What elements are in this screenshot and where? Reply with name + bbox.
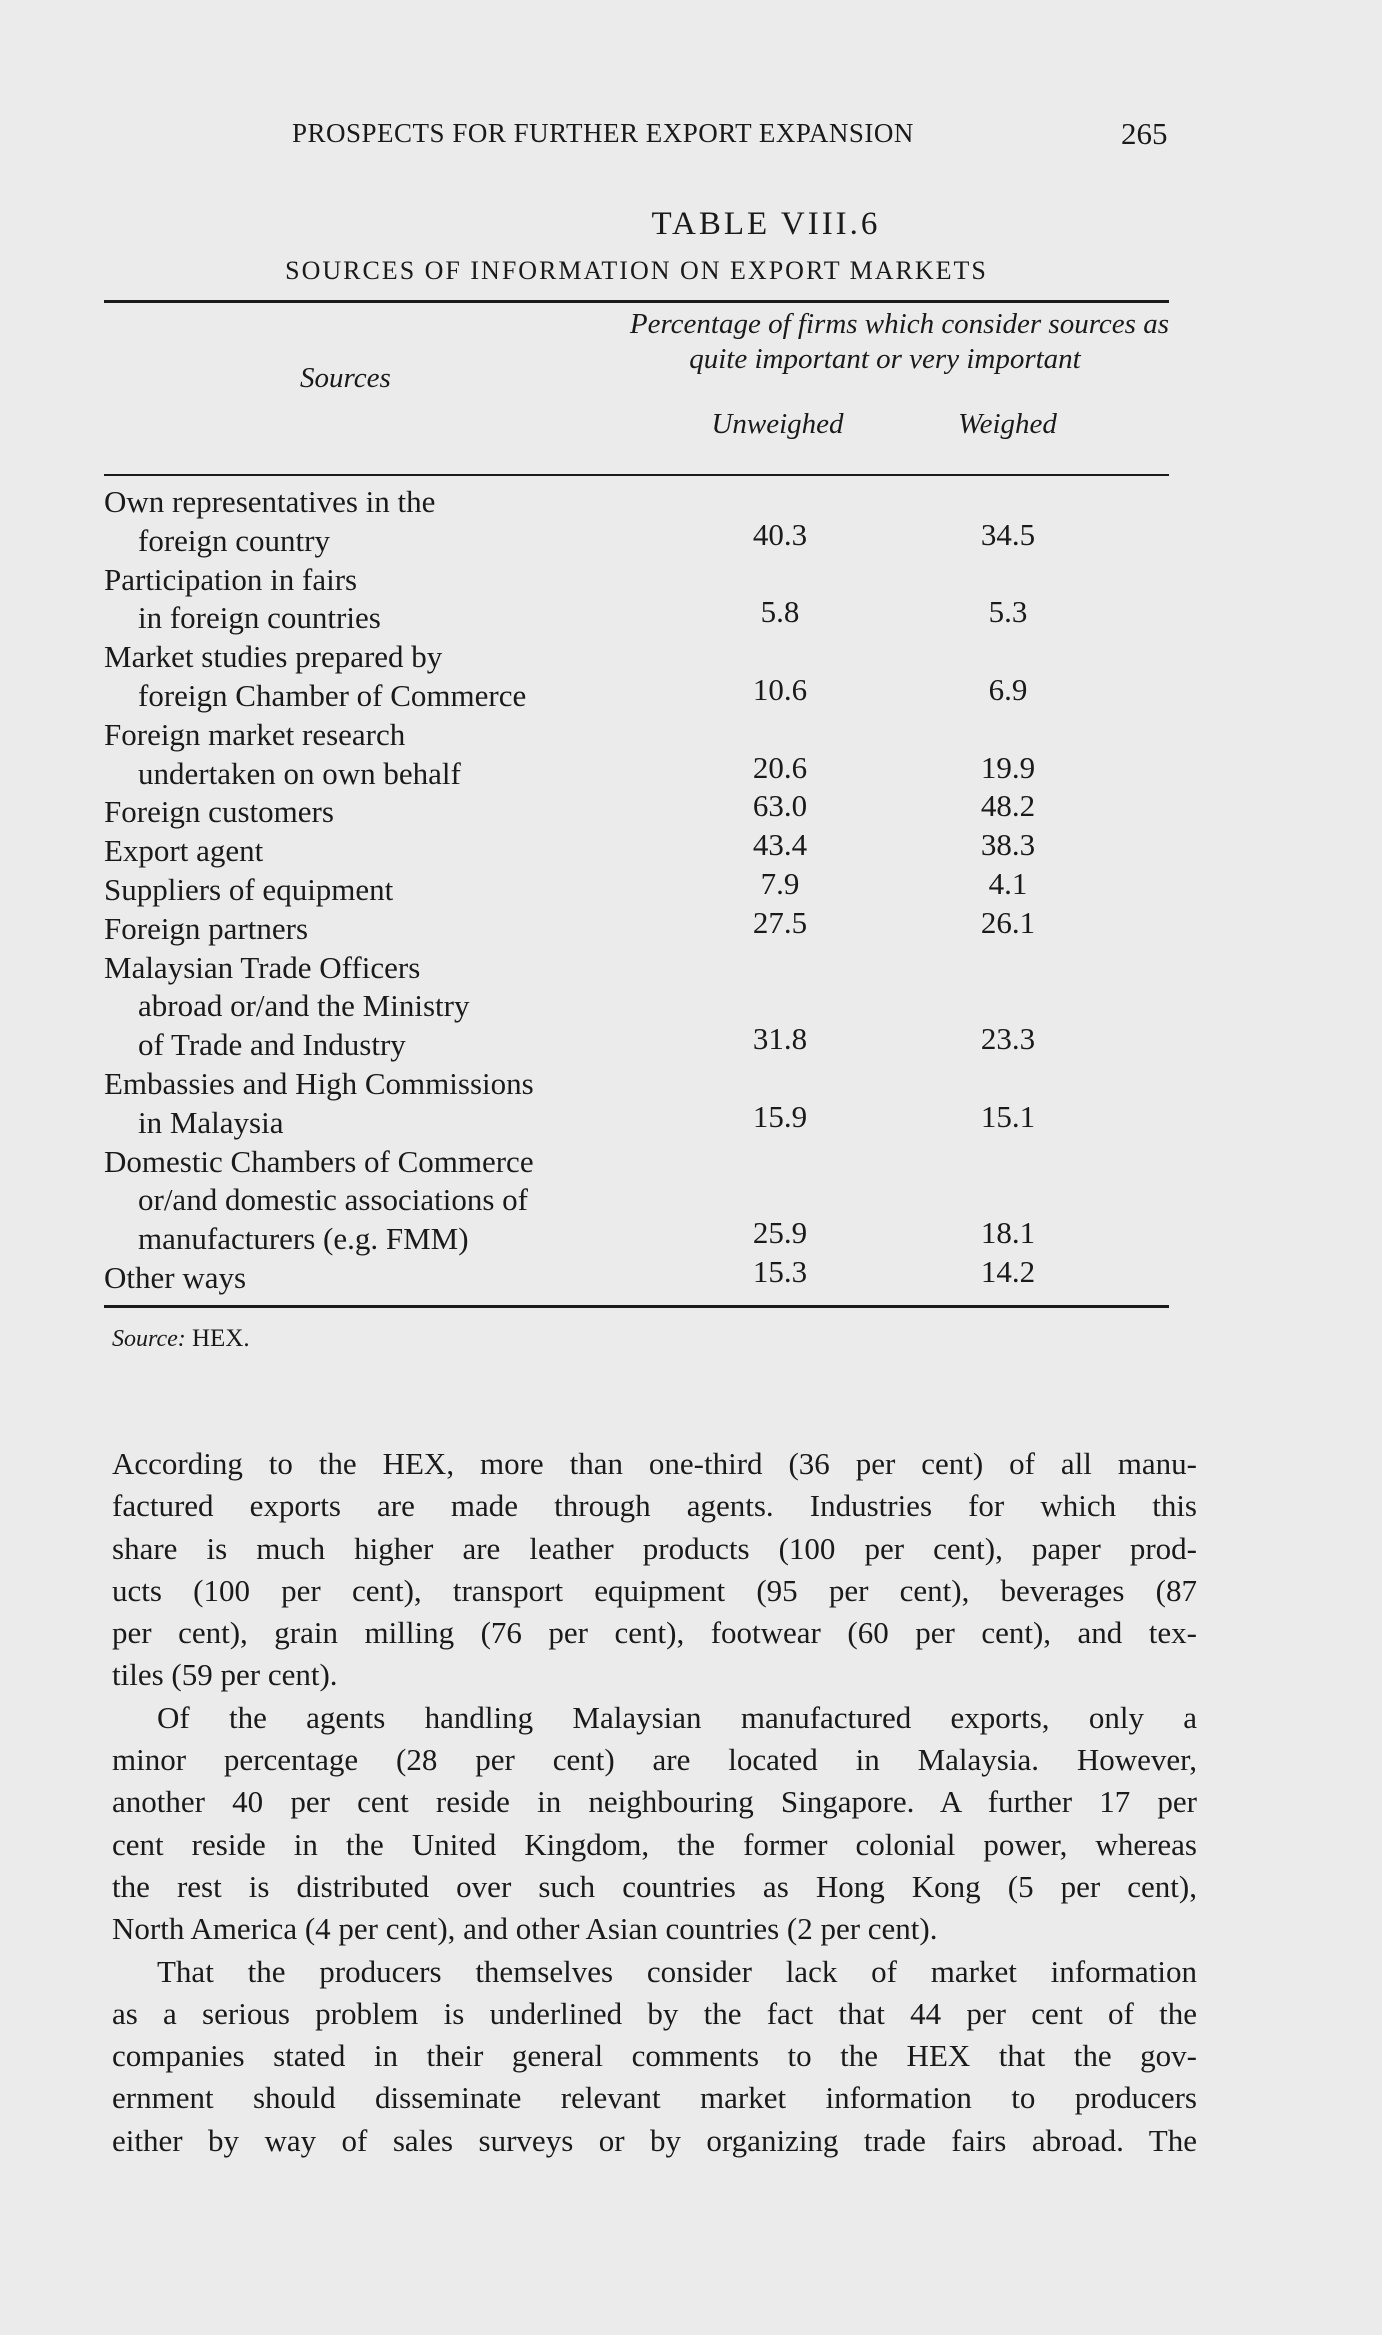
row-label-line: Malaysian Trade Officers bbox=[104, 949, 421, 985]
paragraph-line: as a serious problem is underlined by th… bbox=[112, 1995, 1197, 2031]
paragraph-line: another 40 per cent reside in neighbouri… bbox=[112, 1784, 1197, 1820]
cell-weighed: 38.3 bbox=[980, 827, 1036, 863]
row-label-line: Export agent bbox=[104, 833, 264, 869]
cell-weighed: 14.2 bbox=[980, 1253, 1036, 1289]
table-row: Malaysian Trade Officers abroad or/and th… bbox=[104, 949, 1169, 1065]
row-label-line: abroad or/and the Ministry bbox=[138, 988, 470, 1024]
paragraph-line: the rest is distributed over such countr… bbox=[112, 1868, 1197, 1904]
row-label-line: foreign country bbox=[138, 522, 330, 558]
row-label-line: undertaken on own behalf bbox=[138, 755, 461, 791]
cell-weighed: 5.3 bbox=[988, 594, 1028, 630]
table-top-rule bbox=[104, 300, 1169, 303]
cell-weighed: 34.5 bbox=[980, 516, 1036, 552]
row-label-line: manufacturers (e.g. FMM) bbox=[138, 1221, 469, 1257]
paragraph: Of the agents handling Malaysian manufac… bbox=[112, 1697, 1197, 1951]
paragraph-line: That the producers themselves consider l… bbox=[157, 1953, 1197, 1989]
row-label-line: in foreign countries bbox=[138, 600, 381, 636]
body-text: According to the HEX, more than one-thir… bbox=[112, 1443, 1197, 2162]
row-label-line: of Trade and Industry bbox=[138, 1027, 406, 1063]
paragraph: That the producers themselves consider l… bbox=[112, 1951, 1197, 2162]
paragraph-line: factured exports are made through agents… bbox=[112, 1488, 1197, 1524]
cell-unweighed: 20.6 bbox=[752, 749, 808, 785]
cell-unweighed: 27.5 bbox=[752, 904, 808, 940]
row-label-line: in Malaysia bbox=[138, 1104, 284, 1140]
table-body: Own representatives in the foreign countr… bbox=[104, 483, 1169, 1298]
paragraph-line: per cent), grain milling (76 per cent), … bbox=[112, 1615, 1197, 1651]
column-group-header-line2: quite important or very important bbox=[689, 343, 1081, 375]
table-row: Suppliers of equipment 7.9 4.1 bbox=[104, 866, 1169, 910]
table-row: Foreign partners 27.5 26.1 bbox=[104, 905, 1169, 949]
table-row: Export agent 43.4 38.3 bbox=[104, 827, 1169, 871]
cell-weighed: 15.1 bbox=[980, 1098, 1036, 1134]
column-header-weighed: Weighed bbox=[958, 408, 1057, 440]
paragraph-line: share is much higher are leather product… bbox=[112, 1530, 1197, 1566]
cell-weighed: 4.1 bbox=[988, 865, 1028, 901]
row-label-line: Domestic Chambers of Commerce bbox=[104, 1143, 534, 1179]
paragraph-line: tiles (59 per cent). bbox=[112, 1657, 338, 1693]
table-row: Own representatives in the foreign countr… bbox=[104, 483, 1169, 561]
cell-unweighed: 43.4 bbox=[752, 827, 808, 863]
cell-weighed: 19.9 bbox=[980, 749, 1036, 785]
cell-weighed: 26.1 bbox=[980, 904, 1036, 940]
cell-unweighed: 7.9 bbox=[760, 865, 800, 901]
paragraph-line: North America (4 per cent), and other As… bbox=[112, 1911, 938, 1947]
cell-weighed: 6.9 bbox=[988, 671, 1028, 707]
cell-unweighed: 15.9 bbox=[752, 1098, 808, 1134]
table-subtitle: SOURCES OF INFORMATION ON EXPORT MARKETS bbox=[285, 256, 988, 285]
table-source-note: Source: HEX. bbox=[112, 1325, 250, 1353]
row-label-line: Foreign market research bbox=[104, 716, 406, 752]
source-label: Source: bbox=[112, 1326, 186, 1352]
cell-unweighed: 15.3 bbox=[752, 1253, 808, 1289]
running-head: PROSPECTS FOR FURTHER EXPORT EXPANSION bbox=[292, 118, 914, 148]
row-label-line: Embassies and High Commissions bbox=[104, 1065, 534, 1101]
cell-unweighed: 25.9 bbox=[752, 1215, 808, 1251]
table-row: Participation in fairs in foreign countri… bbox=[104, 561, 1169, 639]
cell-weighed: 18.1 bbox=[980, 1215, 1036, 1251]
cell-unweighed: 63.0 bbox=[752, 788, 808, 824]
table-row: Domestic Chambers of Commerce or/and dome… bbox=[104, 1143, 1169, 1259]
cell-unweighed: 40.3 bbox=[752, 516, 808, 552]
column-header-unweighed: Unweighed bbox=[711, 408, 844, 440]
table-row: Other ways 15.3 14.2 bbox=[104, 1254, 1169, 1298]
row-label-line: foreign Chamber of Commerce bbox=[138, 677, 527, 713]
table-row: Foreign market research undertaken on own… bbox=[104, 716, 1169, 794]
row-label-line: Foreign partners bbox=[104, 910, 309, 946]
paragraph-line: companies stated in their general commen… bbox=[112, 2038, 1197, 2074]
cell-weighed: 48.2 bbox=[980, 788, 1036, 824]
paragraph-line: According to the HEX, more than one-thir… bbox=[112, 1446, 1197, 1481]
paragraph-line: Of the agents handling Malaysian manufac… bbox=[157, 1699, 1197, 1735]
source-value: HEX. bbox=[192, 1325, 250, 1352]
table-header-rule bbox=[104, 474, 1169, 476]
page-number: 265 bbox=[1121, 116, 1168, 151]
cell-weighed: 23.3 bbox=[980, 1021, 1036, 1057]
column-group-header-line1: Percentage of firms which consider sourc… bbox=[629, 308, 1169, 340]
paragraph: According to the HEX, more than one-thir… bbox=[112, 1443, 1197, 1697]
cell-unweighed: 10.6 bbox=[752, 671, 808, 707]
paragraph-line: cent reside in the United Kingdom, the f… bbox=[112, 1826, 1197, 1862]
paragraph-line: ucts (100 per cent), transport equipment… bbox=[112, 1572, 1197, 1608]
row-label-line: Other ways bbox=[104, 1259, 247, 1295]
table-title: TABLE VIII.6 bbox=[651, 206, 881, 242]
row-label-line: Participation in fairs bbox=[104, 561, 358, 597]
cell-unweighed: 31.8 bbox=[752, 1021, 808, 1057]
table-row: Embassies and High Commissions in Malaysi… bbox=[104, 1065, 1169, 1143]
row-label-line: Foreign customers bbox=[104, 794, 334, 830]
row-label-line: or/and domestic associations of bbox=[138, 1182, 528, 1218]
row-label-line: Suppliers of equipment bbox=[104, 871, 394, 907]
paragraph-line: minor percentage (28 per cent) are locat… bbox=[112, 1742, 1197, 1778]
table-bottom-rule bbox=[104, 1305, 1169, 1308]
row-label-line: Own representatives in the bbox=[104, 484, 436, 519]
paragraph-line: ernment should disseminate relevant mark… bbox=[112, 2080, 1197, 2116]
paragraph-line: either by way of sales surveys or by org… bbox=[112, 2122, 1197, 2158]
table-row: Foreign customers 63.0 48.2 bbox=[104, 788, 1169, 832]
column-header-sources: Sources bbox=[300, 362, 391, 394]
row-label-line: Market studies prepared by bbox=[104, 639, 443, 675]
table-row: Market studies prepared by foreign Chambe… bbox=[104, 638, 1169, 716]
cell-unweighed: 5.8 bbox=[760, 594, 800, 630]
